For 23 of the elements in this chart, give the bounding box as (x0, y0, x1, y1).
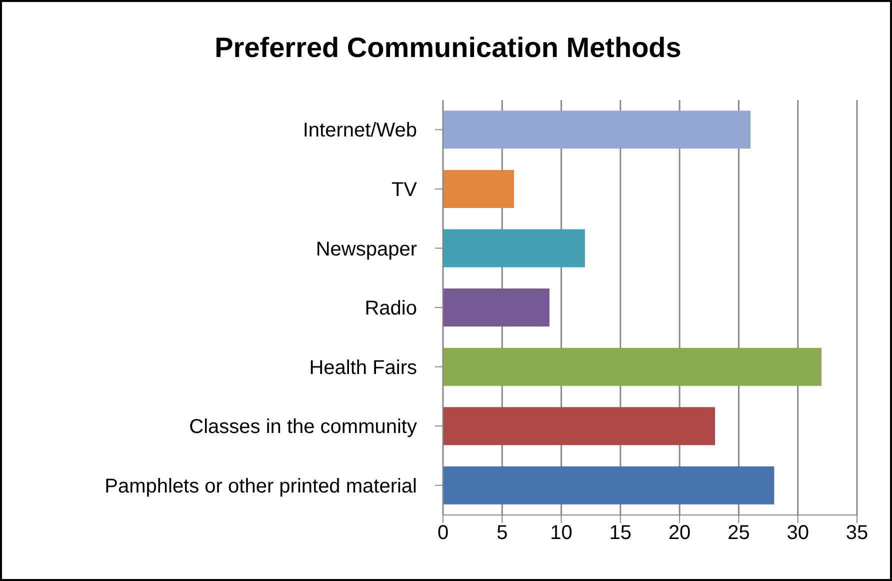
y-tick-label: Newspaper (316, 238, 418, 260)
y-tick-label: Health Fairs (309, 356, 417, 379)
y-tick-label: Pamphlets or other printed material (104, 475, 417, 498)
x-tick-label: 35 (846, 522, 868, 544)
x-tick-label: 25 (728, 522, 750, 544)
bar (443, 229, 585, 268)
bar (443, 170, 514, 208)
x-tick-label: 30 (786, 522, 809, 544)
chart-title: Preferred Communication Methods (214, 32, 682, 64)
bar (443, 466, 774, 504)
bar (443, 348, 822, 386)
x-tick-label: 10 (550, 522, 572, 544)
y-tick-label: Internet/Web (302, 120, 417, 142)
y-tick-label: Radio (364, 298, 417, 320)
bar (443, 407, 716, 446)
x-tick-label: 20 (668, 522, 691, 544)
x-tick-label: 0 (437, 522, 449, 544)
x-tick-label: 5 (496, 522, 508, 544)
y-tick-label: TV (391, 179, 418, 202)
y-tick-label: Classes in the community (189, 416, 417, 438)
bar (443, 110, 751, 149)
x-tick-label: 15 (609, 522, 632, 544)
bar (443, 288, 550, 327)
